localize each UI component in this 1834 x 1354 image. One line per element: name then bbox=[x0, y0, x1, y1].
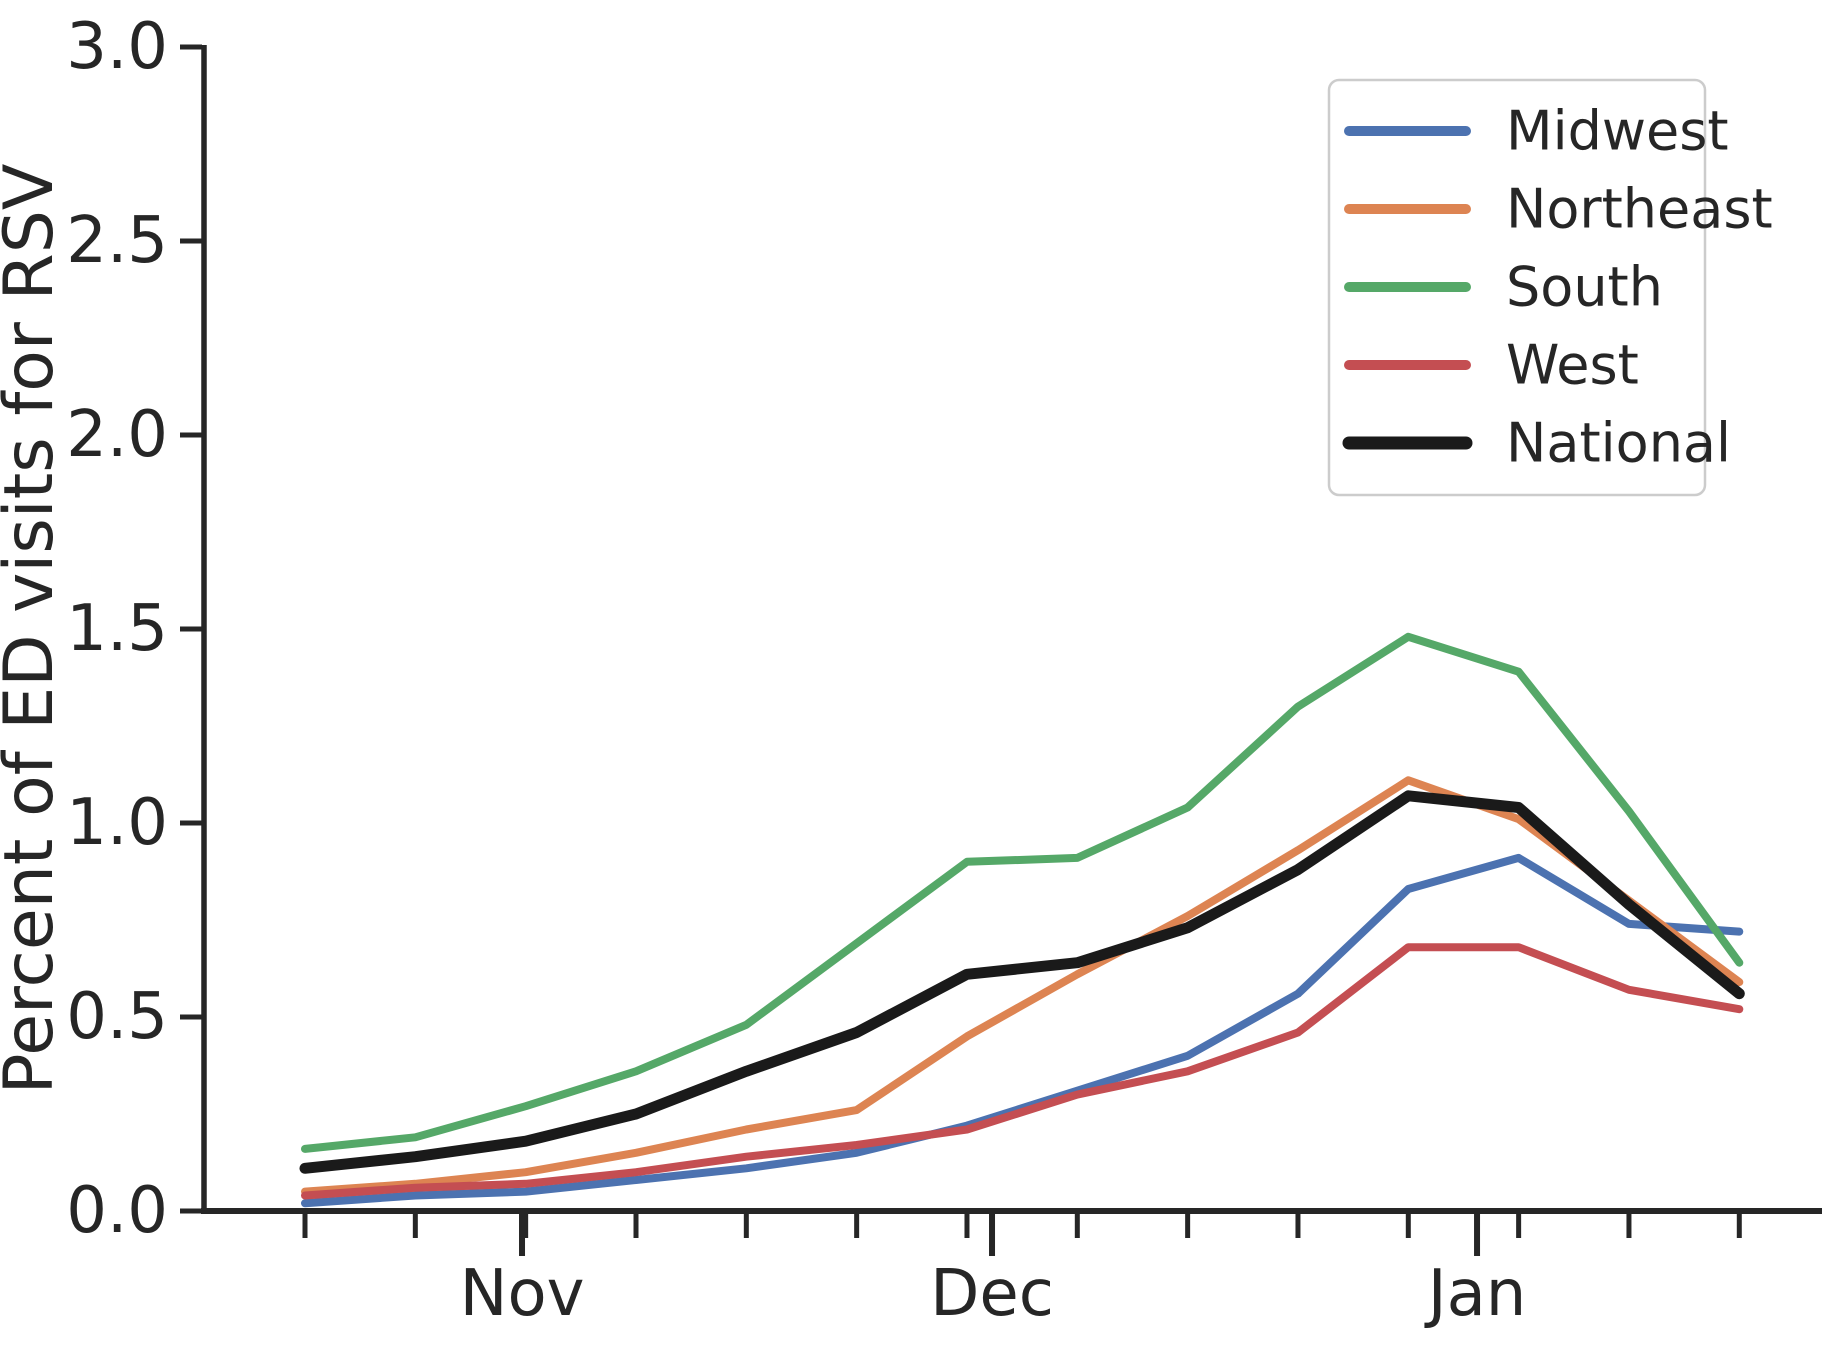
x-tick-label-jan: Jan bbox=[1424, 1257, 1527, 1331]
legend: Midwest Northeast South West National bbox=[1327, 78, 1773, 497]
series-line-national bbox=[299, 790, 1745, 1174]
y-tick-label: 1.5 bbox=[66, 592, 168, 666]
x-axis: Nov Dec Jan bbox=[201, 1208, 1822, 1331]
legend-label-northeast: Northeast bbox=[1506, 178, 1773, 241]
series-line-south bbox=[301, 632, 1744, 1153]
legend-label-national: National bbox=[1506, 412, 1731, 475]
y-tick-label: 2.0 bbox=[66, 398, 168, 472]
series-line-west bbox=[301, 943, 1744, 1200]
legend-item-west: West bbox=[1344, 334, 1639, 397]
legend-item-national: National bbox=[1342, 412, 1731, 475]
y-axis: 0.0 0.5 1.0 1.5 2.0 2.5 3.0 bbox=[66, 10, 207, 1248]
y-axis-title: Percent of ED visits for RSV bbox=[0, 164, 69, 1095]
legend-label-midwest: Midwest bbox=[1506, 100, 1729, 163]
series-line-northeast bbox=[301, 776, 1744, 1196]
legend-item-northeast: Northeast bbox=[1344, 178, 1773, 241]
x-tick-label-nov: Nov bbox=[460, 1257, 585, 1331]
y-tick-label: 1.0 bbox=[66, 786, 168, 860]
y-tick-label: 2.5 bbox=[66, 204, 168, 278]
legend-label-west: West bbox=[1506, 334, 1639, 397]
legend-box bbox=[1327, 78, 1707, 497]
legend-label-south: South bbox=[1506, 256, 1663, 319]
x-tick-label-dec: Dec bbox=[930, 1257, 1054, 1331]
series-line-midwest bbox=[301, 853, 1744, 1208]
series-lines-group bbox=[299, 632, 1745, 1208]
y-tick-label: 0.5 bbox=[66, 980, 168, 1054]
legend-item-south: South bbox=[1344, 256, 1663, 319]
y-tick-label: 0.0 bbox=[66, 1174, 168, 1248]
y-tick-label: 3.0 bbox=[66, 10, 168, 84]
legend-item-midwest: Midwest bbox=[1344, 100, 1729, 163]
